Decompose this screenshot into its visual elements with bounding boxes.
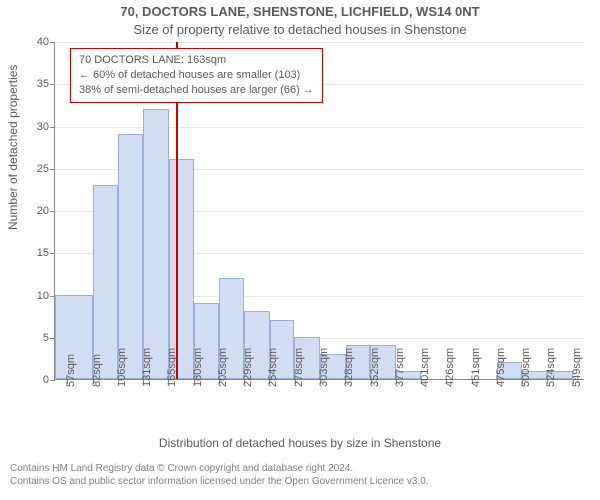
x-tick-label: 475sqm xyxy=(495,348,507,387)
x-tick-label: 500sqm xyxy=(520,348,532,387)
annotation-line1: 70 DOCTORS LANE: 163sqm xyxy=(79,53,314,68)
y-tick-label: 0 xyxy=(43,374,49,386)
x-tick-label: 426sqm xyxy=(444,348,456,387)
x-tick-label: 82sqm xyxy=(91,354,103,387)
y-tick-label: 35 xyxy=(37,78,49,90)
attribution-line1: Contains HM Land Registry data © Crown c… xyxy=(10,462,429,475)
chart-container: { "title": "70, DOCTORS LANE, SHENSTONE,… xyxy=(0,0,600,500)
y-tick-label: 30 xyxy=(37,121,49,133)
y-tick-mark xyxy=(50,42,55,43)
y-tick-mark xyxy=(50,84,55,85)
x-tick-label: 524sqm xyxy=(545,348,557,387)
x-tick-label: 549sqm xyxy=(571,348,583,387)
x-tick-label: 205sqm xyxy=(217,348,229,387)
histogram-bar xyxy=(118,134,144,379)
y-tick-label: 20 xyxy=(37,205,49,217)
y-tick-mark xyxy=(50,211,55,212)
x-tick-label: 229sqm xyxy=(242,348,254,387)
y-tick-mark xyxy=(50,169,55,170)
x-tick-label: 180sqm xyxy=(192,348,204,387)
y-tick-label: 5 xyxy=(43,332,49,344)
y-tick-label: 15 xyxy=(37,247,49,259)
y-tick-mark xyxy=(50,380,55,381)
x-tick-label: 131sqm xyxy=(141,348,153,387)
x-tick-label: 451sqm xyxy=(470,348,482,387)
gridline xyxy=(55,127,584,128)
y-tick-label: 40 xyxy=(37,36,49,48)
annotation-line2: ← 60% of detached houses are smaller (10… xyxy=(79,68,314,83)
attribution-line2: Contains OS and public sector informatio… xyxy=(10,475,429,488)
annotation-box: 70 DOCTORS LANE: 163sqm← 60% of detached… xyxy=(70,48,323,103)
chart-subtitle: Size of property relative to detached ho… xyxy=(0,22,600,37)
attribution: Contains HM Land Registry data © Crown c… xyxy=(10,462,429,488)
histogram-bar xyxy=(93,185,118,379)
y-tick-label: 10 xyxy=(37,290,49,302)
x-tick-label: 401sqm xyxy=(419,348,431,387)
y-tick-mark xyxy=(50,253,55,254)
x-tick-label: 57sqm xyxy=(65,354,77,387)
x-tick-label: 328sqm xyxy=(343,348,355,387)
chart-title: 70, DOCTORS LANE, SHENSTONE, LICHFIELD, … xyxy=(0,4,600,19)
gridline xyxy=(55,42,584,43)
y-tick-label: 25 xyxy=(37,163,49,175)
histogram-bar xyxy=(143,109,169,379)
annotation-line3: 38% of semi-detached houses are larger (… xyxy=(79,83,314,98)
y-tick-mark xyxy=(50,127,55,128)
x-tick-label: 254sqm xyxy=(267,348,279,387)
x-tick-label: 106sqm xyxy=(116,348,128,387)
histogram-bar xyxy=(169,159,194,379)
x-tick-label: 377sqm xyxy=(394,348,406,387)
y-axis-label: Number of detached properties xyxy=(6,65,20,230)
x-tick-label: 155sqm xyxy=(166,348,178,387)
x-tick-label: 352sqm xyxy=(369,348,381,387)
x-tick-label: 278sqm xyxy=(293,348,305,387)
x-axis-label: Distribution of detached houses by size … xyxy=(0,436,600,450)
x-tick-label: 303sqm xyxy=(318,348,330,387)
